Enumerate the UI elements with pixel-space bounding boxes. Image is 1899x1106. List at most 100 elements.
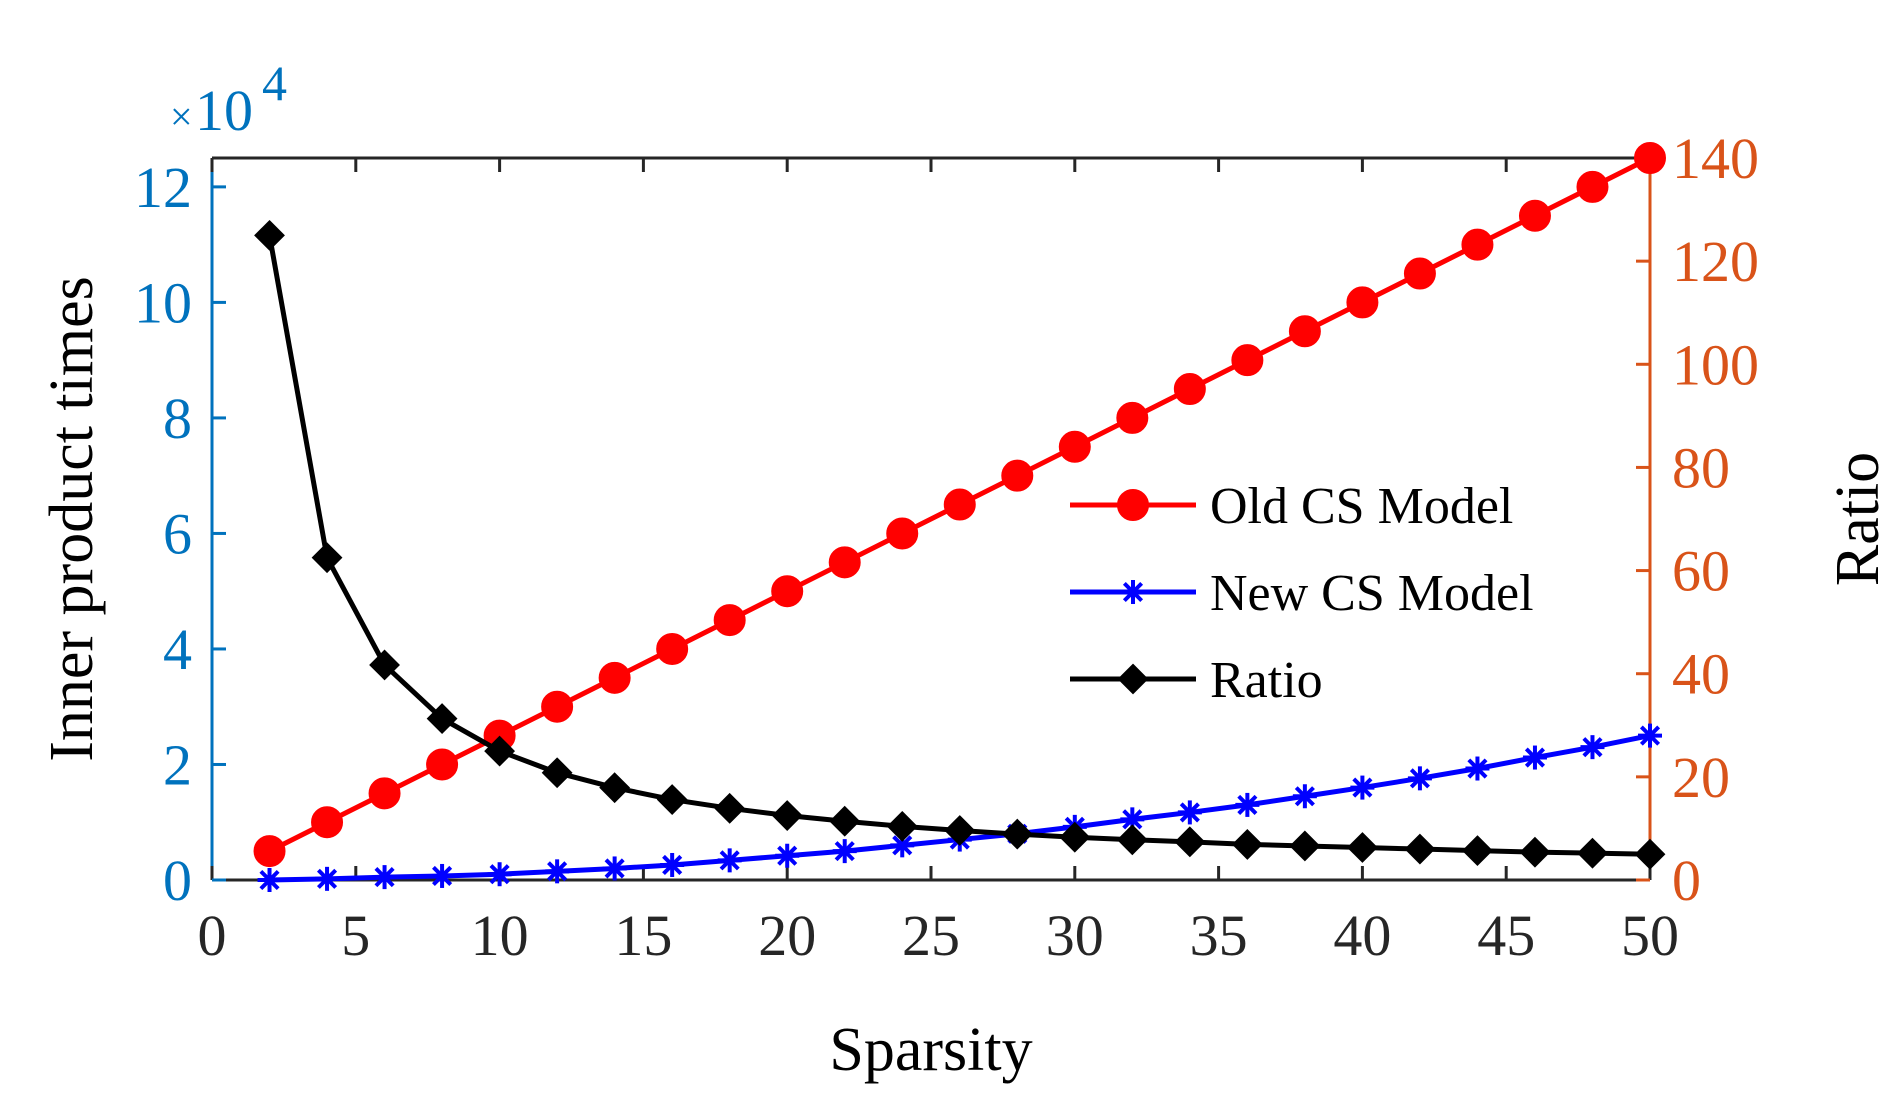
data-point-new-cs-model [1465,756,1490,781]
data-point-new-cs-model [430,863,455,888]
x-tick-label: 20 [758,903,816,968]
x-tick-label: 10 [471,903,529,968]
series-ratio [254,219,1666,870]
x-axis-title: Sparsity [829,1016,1032,1084]
data-point-old-cs-model [1461,228,1494,261]
data-point-old-cs-model [656,632,689,665]
exponent-base: 10 [195,78,253,143]
data-point-new-cs-model [315,866,340,891]
data-point-old-cs-model [368,777,401,810]
data-point-new-cs-model [1580,735,1605,760]
x-tick-label: 0 [198,903,227,968]
data-point-old-cs-model [541,690,574,723]
data-point-old-cs-model [1518,199,1551,232]
data-point-new-cs-model [1407,766,1432,791]
series-line-new-cs-model [269,733,1651,883]
data-point-old-cs-model [1231,344,1264,377]
data-point-ratio [771,800,803,831]
right-y-tick-label: 120 [1672,229,1759,294]
left-y-tick-label: 2 [163,732,192,797]
data-point-old-cs-model [1576,170,1609,203]
data-point-ratio [886,810,918,842]
data-point-ratio [254,219,285,251]
data-point-old-cs-model [426,748,459,781]
data-point-old-cs-model [1058,430,1091,463]
data-point-old-cs-model [1173,373,1206,406]
data-point-ratio [714,792,746,824]
legend-label-ratio: Ratio [1210,652,1323,709]
data-point-old-cs-model [1288,315,1321,348]
data-point-old-cs-model [1116,401,1149,434]
right-y-tick-label: 20 [1672,745,1730,810]
data-point-ratio [1059,821,1091,853]
right-y-tick-label: 0 [1672,848,1701,913]
data-point-ratio [311,542,343,574]
x-tick-label: 35 [1190,903,1248,968]
data-point-ratio [1346,832,1378,863]
data-point-new-cs-model [257,868,282,892]
right-y-tick-label: 80 [1672,435,1730,500]
data-point-old-cs-model [1001,459,1034,492]
data-point-ratio [484,735,516,767]
data-point-new-cs-model [1350,775,1375,800]
data-point-ratio [1404,833,1436,865]
left-y-tick-label: 6 [163,501,192,566]
left-y-tick-label: 4 [163,617,192,682]
x-tick-label: 50 [1621,903,1679,968]
series-old-cs-model [253,142,1666,868]
axes-labels: 0 5 10 15 20 25 30 35 40 45 5002468101202040608010… [38,55,1892,1084]
data-point-ratio [541,757,573,789]
data-point-old-cs-model [771,575,804,608]
left-y-tick-label: 10 [134,270,192,335]
data-point-old-cs-model [253,835,286,868]
data-point-ratio [1174,826,1206,858]
exponent-power: 4 [262,55,287,111]
legend-label-old-cs-model: Old CS Model [1210,478,1513,535]
data-point-old-cs-model [311,806,344,839]
data-point-ratio [1001,818,1033,850]
axes-frame [210,156,1652,882]
data-point-new-cs-model [1235,792,1260,817]
data-point-ratio [1634,838,1666,870]
data-point-ratio [656,784,688,815]
legend-marker-old-cs-model [1117,489,1149,521]
exponent-prefix: × [170,94,193,139]
data-point-old-cs-model [1346,286,1379,319]
legend-label-new-cs-model: New CS Model [1210,565,1534,622]
data-point-old-cs-model [1403,257,1436,290]
data-point-new-cs-model [775,843,800,868]
right-y-axis-title: Ratio [1824,452,1892,586]
x-tick-label: 5 [341,903,370,968]
x-tick-label: 15 [614,903,672,968]
x-tick-label: 25 [902,903,960,968]
data-point-new-cs-model [1177,800,1202,825]
right-y-tick-label: 60 [1672,539,1730,604]
left-y-tick-label: 8 [163,386,192,451]
data-point-new-cs-model [717,848,742,873]
legend-marker-ratio [1117,663,1149,695]
legend-entry-old-cs-model: Old CS Model [1070,478,1513,535]
data-point-old-cs-model [886,517,919,550]
data-point-ratio [369,649,400,681]
x-tick-label: 45 [1477,903,1535,968]
legend-marker-new-cs-model [1121,580,1145,604]
left-y-tick-label: 0 [163,848,192,913]
x-tick-label: 30 [1046,903,1104,968]
data-point-old-cs-model [598,661,631,694]
data-point-ratio [944,815,976,846]
data-point-old-cs-model [943,488,976,521]
data-point-new-cs-model [1522,745,1547,770]
right-y-tick-label: 100 [1672,332,1759,397]
data-point-new-cs-model [372,865,397,890]
plot-series [253,142,1666,892]
legend-entry-new-cs-model: New CS Model [1070,565,1534,622]
data-point-old-cs-model [828,546,861,579]
data-point-new-cs-model [660,852,685,877]
data-point-ratio [1116,824,1148,856]
data-point-ratio [1577,837,1608,869]
series-new-cs-model [257,723,1662,892]
legend-entry-ratio: Ratio [1070,652,1323,709]
data-point-ratio [599,772,631,804]
